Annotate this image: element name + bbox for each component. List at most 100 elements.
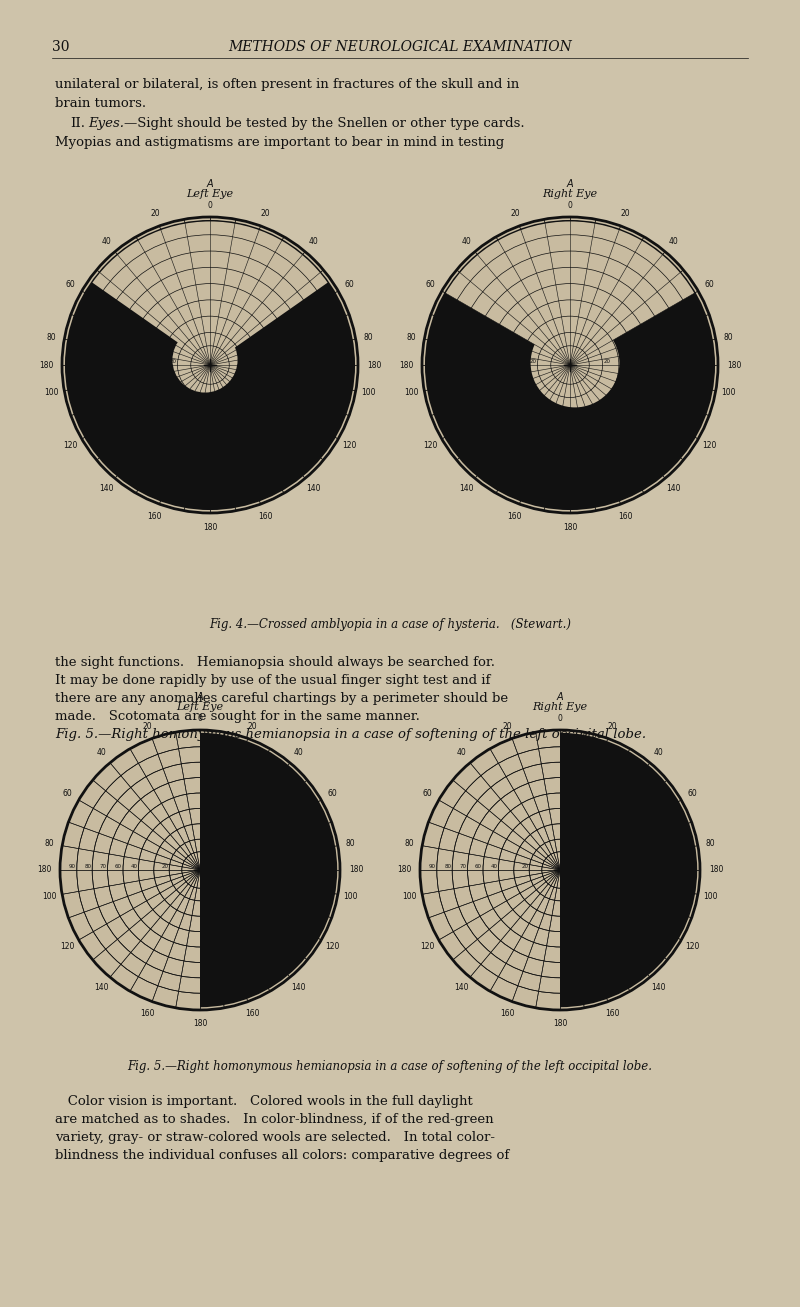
Text: 70: 70: [309, 359, 316, 365]
Text: 100: 100: [44, 388, 58, 397]
Text: 180: 180: [367, 361, 381, 370]
Text: 70: 70: [459, 864, 466, 869]
Text: blindness the individual confuses all colors: comparative degrees of: blindness the individual confuses all co…: [55, 1149, 510, 1162]
Text: 180: 180: [553, 1019, 567, 1029]
Text: 60: 60: [426, 280, 435, 289]
Text: 180: 180: [399, 361, 413, 370]
Text: Fig. 5.—Right homonymous hemianopsia in a case of softening of the left occipita: Fig. 5.—Right homonymous hemianopsia in …: [127, 1060, 653, 1073]
Circle shape: [62, 732, 338, 1009]
Text: 70: 70: [464, 359, 471, 365]
Text: 140: 140: [459, 484, 474, 493]
Text: 20: 20: [247, 721, 257, 731]
Text: 80: 80: [669, 864, 676, 869]
Circle shape: [65, 220, 355, 510]
Circle shape: [173, 328, 238, 392]
Wedge shape: [93, 221, 327, 365]
Text: 180: 180: [397, 865, 411, 874]
Text: 180: 180: [727, 361, 741, 370]
Text: 180: 180: [39, 361, 53, 370]
Text: 60: 60: [475, 864, 482, 869]
Text: 80: 80: [325, 359, 332, 365]
Text: 160: 160: [148, 512, 162, 520]
Text: 60: 60: [115, 864, 122, 869]
Text: 140: 140: [99, 484, 114, 493]
Text: 0: 0: [198, 714, 202, 723]
Text: 20: 20: [603, 359, 610, 365]
Text: 0: 0: [567, 201, 573, 210]
Text: 80: 80: [364, 332, 374, 341]
Text: there are any anomalies careful chartings by a perimeter should be: there are any anomalies careful charting…: [55, 691, 508, 704]
Text: 90: 90: [324, 864, 331, 869]
Text: Left Eye: Left Eye: [186, 190, 234, 199]
Text: 120: 120: [63, 440, 78, 450]
Text: 90: 90: [702, 359, 708, 365]
Text: 90: 90: [429, 864, 436, 869]
Text: 180: 180: [709, 865, 723, 874]
Text: 40: 40: [490, 864, 498, 869]
Circle shape: [423, 218, 717, 511]
Text: 20: 20: [592, 864, 598, 869]
Text: 80: 80: [346, 839, 355, 848]
Text: 120: 120: [420, 942, 434, 951]
Text: 70: 70: [294, 864, 301, 869]
Text: 60: 60: [66, 280, 75, 289]
Text: 20: 20: [243, 359, 250, 365]
Text: 40: 40: [262, 864, 270, 869]
Text: 120: 120: [60, 942, 74, 951]
Text: 40: 40: [97, 749, 106, 757]
Text: 160: 160: [605, 1009, 619, 1018]
Text: 70: 70: [104, 359, 111, 365]
Text: 80: 80: [309, 864, 316, 869]
Text: 120: 120: [423, 440, 438, 450]
Text: Fig. 5.—Right homonymous hemianopsia in a case of softening of the left occipita: Fig. 5.—Right homonymous hemianopsia in …: [55, 728, 646, 741]
Text: Right Eye: Right Eye: [533, 702, 587, 712]
Circle shape: [530, 319, 619, 408]
Text: It may be done rapidly by use of the usual finger sight test and if: It may be done rapidly by use of the usu…: [55, 674, 490, 687]
Text: 20: 20: [510, 209, 520, 218]
Text: brain tumors.: brain tumors.: [55, 97, 146, 110]
Text: 60: 60: [345, 280, 354, 289]
Text: 40: 40: [669, 237, 678, 246]
Text: 90: 90: [432, 359, 438, 365]
Text: 20: 20: [260, 209, 270, 218]
Text: 160: 160: [618, 512, 632, 520]
Text: Fig. 4.—Crossed amblyopia in a case of hysteria.   (Stewart.): Fig. 4.—Crossed amblyopia in a case of h…: [209, 618, 571, 631]
Text: 20: 20: [522, 864, 528, 869]
Text: A: A: [197, 691, 203, 702]
Text: 70: 70: [99, 864, 106, 869]
Text: 40: 40: [462, 237, 471, 246]
Text: 120: 120: [686, 942, 700, 951]
Text: 70: 70: [654, 864, 661, 869]
Text: 100: 100: [343, 893, 358, 901]
Text: Right Eye: Right Eye: [542, 190, 598, 199]
Text: 90: 90: [72, 359, 78, 365]
Text: 60: 60: [293, 359, 299, 365]
Text: 60: 60: [653, 359, 659, 365]
Text: 160: 160: [141, 1009, 155, 1018]
Text: 160: 160: [508, 512, 522, 520]
Text: 80: 80: [84, 864, 91, 869]
Text: 100: 100: [402, 893, 417, 901]
Text: A: A: [206, 179, 214, 190]
Text: variety, gray- or straw-colored wools are selected.   In total color­: variety, gray- or straw-colored wools ar…: [55, 1131, 495, 1144]
Text: 80: 80: [685, 359, 692, 365]
Text: the sight functions.   Hemianopsia should always be searched for.: the sight functions. Hemianopsia should …: [55, 656, 495, 669]
Text: 140: 140: [291, 983, 306, 992]
Text: 30: 30: [52, 41, 70, 54]
Text: 120: 120: [342, 440, 357, 450]
Text: 140: 140: [666, 484, 681, 493]
Text: 60: 60: [121, 359, 128, 365]
Text: II.: II.: [70, 118, 85, 129]
Text: 80: 80: [405, 839, 414, 848]
Wedge shape: [446, 221, 694, 365]
Text: 40: 40: [457, 749, 466, 757]
Text: 40: 40: [309, 237, 318, 246]
Text: 180: 180: [37, 865, 51, 874]
Text: 40: 40: [622, 864, 630, 869]
Text: 160: 160: [245, 1009, 259, 1018]
Text: are matched as to shades.   In color-blindness, if of the red-green: are matched as to shades. In color-blind…: [55, 1114, 494, 1127]
Text: 180: 180: [193, 1019, 207, 1029]
Text: 20: 20: [232, 864, 239, 869]
Text: 60: 60: [705, 280, 714, 289]
Text: 160: 160: [258, 512, 272, 520]
